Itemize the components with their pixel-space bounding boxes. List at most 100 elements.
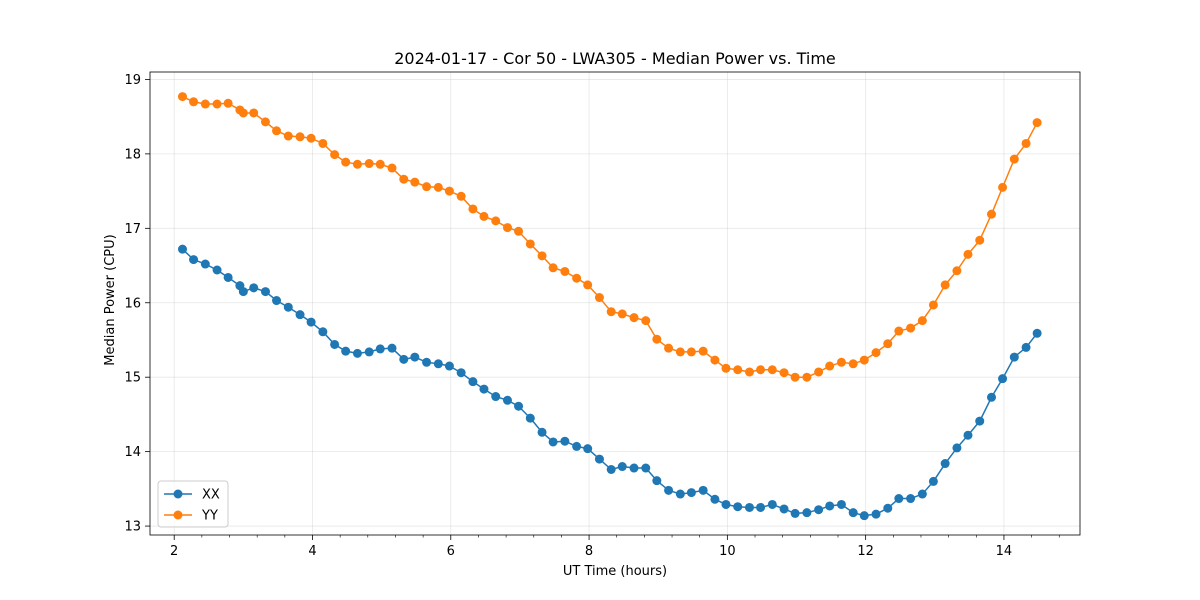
data-point-yy [410,177,420,187]
data-point-xx [594,454,604,464]
data-point-xx [952,443,962,453]
data-point-yy [698,346,708,356]
data-point-xx [537,427,547,437]
data-point-yy [283,131,293,141]
data-point-yy [652,334,662,344]
data-point-yy [537,251,547,261]
data-point-yy [272,126,282,136]
data-point-xx [525,413,535,423]
axes: 2 4 6 8 10 12 14 13 14 15 16 17 18 19 [124,71,1081,559]
data-point-xx [387,343,397,353]
data-point-xx [399,354,409,364]
x-tick-label: 10 [719,544,736,559]
data-point-xx [318,327,328,337]
data-point-yy [998,182,1008,192]
legend-label-xx: XX [202,488,220,503]
y-tick-label: 13 [124,520,141,535]
data-point-yy [963,249,973,259]
data-point-yy [352,159,362,169]
data-point-yy [664,343,674,353]
legend-label-yy: YY [201,509,218,524]
data-point-xx [468,377,478,387]
data-point-yy [710,355,720,365]
data-point-yy [525,239,535,249]
data-point-yy [306,133,316,143]
data-point-xx [986,392,996,402]
data-point-xx [433,359,443,369]
data-point-xx [444,361,454,371]
plot-frame [149,71,1081,536]
data-point-yy [675,347,685,357]
data-point-xx [375,344,385,354]
data-point-xx [479,384,489,394]
data-point-xx [641,463,651,473]
data-point-xx [710,494,720,504]
data-point-yy [177,92,187,102]
data-point-xx [422,357,432,367]
data-point-xx [295,310,305,320]
data-point-yy [260,117,270,127]
data-point-xx [238,287,248,297]
data-point-xx [1021,342,1031,352]
data-point-yy [594,293,604,303]
data-point-yy [200,99,210,109]
data-point-yy [848,359,858,369]
data-point-yy [572,273,582,283]
grid-lines [150,72,1080,535]
data-point-yy [802,372,812,382]
data-point-xx [859,511,869,521]
data-point-yy [387,163,397,173]
data-point-yy [836,357,846,367]
y-tick-label: 19 [124,73,141,88]
data-point-xx [212,265,222,275]
data-point-yy [364,159,374,169]
data-point-xx [491,392,501,402]
data-point-yy [318,138,328,148]
data-point-xx [756,502,766,512]
data-point-yy [422,182,432,192]
data-point-yy [238,108,248,118]
data-point-yy [606,307,616,317]
data-point-xx [675,489,685,499]
series-line-xx [181,248,1038,517]
data-point-xx [514,401,524,411]
data-point-xx [177,244,187,254]
data-point-yy [617,309,627,319]
data-point-yy [871,348,881,358]
data-point-yy [189,97,199,107]
data-point-xx [963,430,973,440]
data-point-xx [352,348,362,358]
data-point-yy [779,368,789,378]
data-point-yy [825,361,835,371]
data-point-xx [606,464,616,474]
data-point-xx [883,503,893,513]
legend-marker-xx [173,489,183,499]
data-point-xx [917,489,927,499]
data-point-xx [790,508,800,518]
data-point-yy [767,365,777,375]
data-point-yy [433,182,443,192]
data-point-yy [560,266,570,276]
data-point-xx [260,287,270,297]
data-point-xx [272,296,282,306]
data-point-yy [491,216,501,226]
data-point-xx [767,499,777,509]
data-point-xx [330,339,340,349]
data-point-xx [410,352,420,362]
data-point-yy [721,363,731,373]
data-point-xx [200,259,210,269]
data-point-yy [906,323,916,333]
data-point-xx [583,444,593,454]
data-point-xx [848,508,858,518]
data-point-yy [894,326,904,336]
y-tick-label: 18 [124,147,141,162]
series-xx [177,244,1042,521]
data-point-xx [686,488,696,498]
y-tick-label: 16 [124,296,141,311]
data-point-yy [223,98,233,108]
data-point-xx [341,346,351,356]
data-point-yy [859,355,869,365]
x-tick-label: 2 [170,544,178,559]
data-point-yy [341,157,351,167]
